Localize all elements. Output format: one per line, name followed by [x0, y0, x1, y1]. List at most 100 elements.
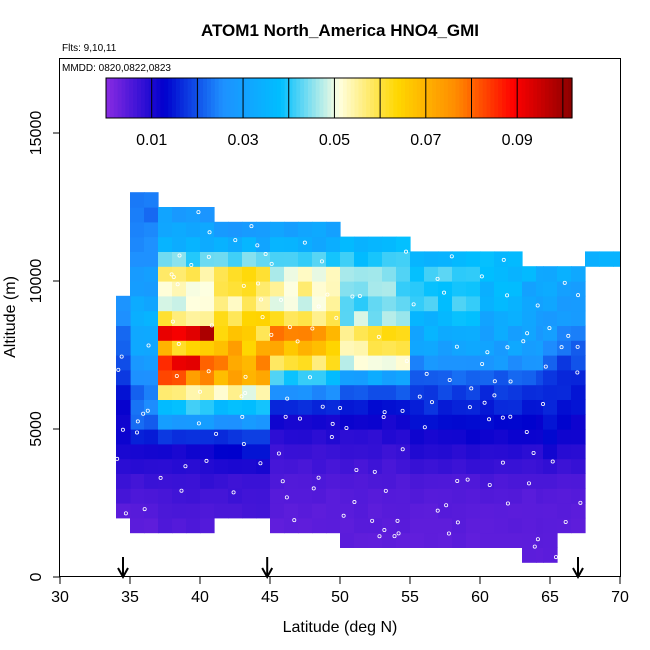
heatmap-cell [396, 473, 411, 489]
heatmap-cell [158, 458, 173, 474]
heatmap-cell [270, 414, 285, 430]
heatmap-cell [242, 503, 257, 519]
sample-point [404, 249, 409, 254]
heatmap-cell [144, 266, 159, 282]
colorbar-swatch [533, 78, 538, 118]
heatmap-cell [186, 503, 201, 519]
heatmap-cell [368, 399, 383, 415]
heatmap-cell [116, 399, 131, 415]
sample-point [116, 367, 121, 372]
sample-point [543, 364, 548, 369]
sample-point [485, 350, 490, 355]
heatmap-cell [571, 295, 586, 312]
heatmap-cell [452, 266, 467, 282]
sample-point [174, 373, 179, 378]
sample-point [207, 230, 212, 235]
heatmap-cell [438, 355, 453, 371]
heatmap-cell [326, 473, 341, 489]
sample-point [442, 290, 447, 295]
x-tick-label: 35 [121, 589, 139, 606]
heatmap-cell [340, 532, 355, 548]
heatmap-cell [242, 369, 257, 386]
heatmap-cell [438, 429, 453, 445]
sample-point [334, 315, 339, 320]
heatmap-cell [410, 443, 425, 460]
heatmap-cell [536, 384, 544, 400]
heatmap-cell [186, 399, 201, 415]
heatmap-cell [284, 443, 299, 460]
heatmap-cell [130, 251, 145, 267]
heatmap-cell [158, 429, 173, 445]
heatmap-cell [326, 443, 341, 460]
colorbar-swatch [203, 78, 208, 118]
heatmap-cell [228, 414, 243, 430]
heatmap-cell [424, 473, 439, 489]
heatmap-cell [284, 236, 299, 252]
sample-point [376, 334, 381, 339]
heatmap-cell [354, 236, 369, 252]
heatmap-cell [557, 458, 572, 474]
heatmap-cell [424, 340, 439, 356]
heatmap-cell [396, 503, 411, 519]
heatmap-cell [172, 414, 187, 430]
heatmap-cell [438, 340, 453, 356]
colorbar-swatch [451, 78, 457, 118]
sample-point [352, 500, 357, 505]
heatmap-cell [214, 236, 229, 252]
heatmap-cell [543, 281, 558, 297]
heatmap-cell [438, 473, 453, 489]
sample-point [547, 326, 552, 331]
heatmap-cell [214, 443, 229, 460]
heatmap-cell [130, 207, 145, 223]
heatmap-cell [522, 340, 537, 356]
colorbar-swatch [109, 78, 115, 118]
heatmap-cell [312, 236, 327, 252]
heatmap-cell [571, 488, 586, 504]
colorbar-swatch [568, 78, 573, 118]
heatmap-cell [256, 443, 271, 460]
heatmap-cell [508, 384, 523, 400]
sample-point [258, 461, 263, 466]
heatmap-cell [368, 340, 383, 356]
heatmap-cell [200, 429, 215, 445]
heatmap-cell [242, 251, 257, 267]
sample-point [576, 293, 581, 298]
heatmap-cell [382, 429, 397, 445]
heatmap-cell [354, 310, 369, 326]
sample-point [141, 411, 146, 416]
heatmap-cell [452, 414, 467, 430]
heatmap-cell [172, 517, 187, 534]
heatmap-cell [543, 384, 558, 400]
sample-point [158, 475, 163, 480]
sample-point [231, 490, 236, 495]
sample-point [256, 281, 261, 286]
colorbar-swatch [397, 78, 402, 118]
heatmap-cell [543, 340, 558, 356]
heatmap-cell [410, 281, 425, 297]
heatmap-cell [186, 355, 201, 371]
heatmap-cell [382, 295, 397, 312]
colorbar-swatch [241, 78, 247, 118]
heatmap-cell [438, 503, 453, 519]
heatmap-cell [214, 221, 229, 238]
heatmap-cell [144, 325, 159, 341]
heatmap-cell [284, 399, 299, 415]
sample-point [508, 414, 513, 419]
colorbar-swatch [234, 78, 239, 118]
colorbar-swatch [137, 78, 142, 118]
heatmap-cell [326, 221, 341, 238]
colorbar-tick-label: 0.09 [502, 132, 533, 149]
heatmap-cell [144, 517, 159, 534]
heatmap-cell [172, 221, 187, 238]
heatmap-cell [424, 414, 439, 430]
heatmap-cell [396, 414, 411, 430]
heatmap-cell [424, 532, 439, 548]
heatmap-cell [494, 473, 509, 489]
sample-point [383, 488, 388, 493]
heatmap-cell [571, 517, 586, 534]
heatmap-cell [340, 414, 355, 430]
colorbar-swatch [148, 78, 154, 118]
heatmap-cell [144, 310, 159, 326]
sample-point [209, 323, 214, 328]
heatmap-cell [326, 458, 341, 474]
